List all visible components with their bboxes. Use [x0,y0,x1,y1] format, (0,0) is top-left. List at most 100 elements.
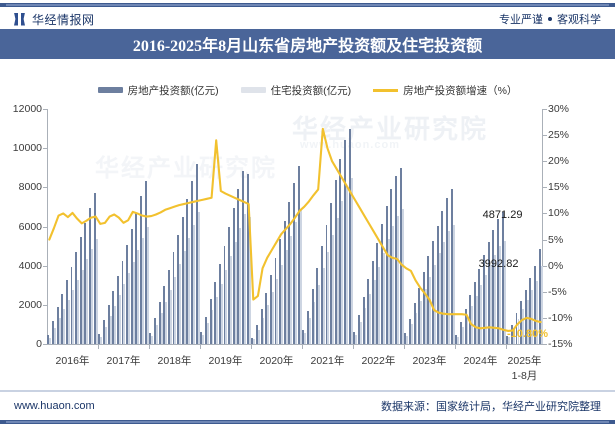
footer-url[interactable]: www.huaon.com [14,400,95,412]
bar-residential[interactable] [276,278,279,344]
bar-residential[interactable] [526,299,529,344]
bar-investment[interactable] [413,303,416,344]
bar-investment[interactable] [408,318,411,344]
bar-investment[interactable] [84,222,87,344]
bar-investment[interactable] [246,174,249,344]
bar-residential[interactable] [91,249,93,344]
bar-residential[interactable] [128,273,131,344]
bar-residential[interactable] [169,289,172,344]
bar-residential[interactable] [424,288,427,344]
bar-investment[interactable] [102,320,105,344]
bar-investment[interactable] [371,260,374,344]
bar-residential[interactable] [58,318,61,344]
bar-residential[interactable] [174,277,177,344]
bar-residential[interactable] [304,333,307,344]
bar-investment[interactable] [320,246,323,344]
bar-investment[interactable] [464,308,467,344]
bar-investment[interactable] [112,291,115,344]
bar-residential[interactable] [299,208,302,344]
bar-investment[interactable] [432,240,435,344]
bar-investment[interactable] [260,309,263,344]
bar-investment[interactable] [524,289,527,344]
bar-residential[interactable] [369,294,372,344]
bar-residential[interactable] [146,227,149,344]
bar-investment[interactable] [520,301,523,344]
bar-investment[interactable] [126,245,129,344]
bar-investment[interactable] [209,298,212,344]
bar-investment[interactable] [483,255,486,344]
bar-investment[interactable] [418,287,421,344]
bar-residential[interactable] [512,328,515,344]
bar-residential[interactable] [387,238,390,344]
bar-investment[interactable] [348,128,351,344]
bar-investment[interactable] [459,322,462,344]
bar-investment[interactable] [135,212,138,344]
bar-residential[interactable] [457,336,460,344]
bar-investment[interactable] [269,275,272,344]
bar-residential[interactable] [475,295,478,344]
bar-investment[interactable] [218,263,221,344]
bar-residential[interactable] [63,309,66,344]
bar-residential[interactable] [378,266,381,344]
bar-residential[interactable] [406,335,409,344]
bar-investment[interactable] [228,226,231,344]
bar-investment[interactable] [390,189,393,344]
bar-residential[interactable] [503,241,506,344]
bar-investment[interactable] [172,252,175,344]
bar-residential[interactable] [531,290,534,344]
bar-investment[interactable] [149,333,152,344]
bar-investment[interactable] [362,297,365,344]
bar-investment[interactable] [116,275,119,344]
bar-investment[interactable] [167,269,170,344]
bar-investment[interactable] [473,282,476,344]
bar-investment[interactable] [75,252,78,344]
bar-investment[interactable] [395,175,397,344]
bar-investment[interactable] [265,292,268,344]
bar-investment[interactable] [223,245,226,344]
bar-residential[interactable] [211,310,214,344]
bar-investment[interactable] [325,224,328,344]
bar-investment[interactable] [487,242,490,344]
bar-residential[interactable] [522,309,525,344]
bar-residential[interactable] [281,264,284,344]
bar-residential[interactable] [155,325,158,344]
bar-residential[interactable] [355,334,358,344]
bar-residential[interactable] [109,316,112,344]
bar-investment[interactable] [47,334,50,344]
bar-residential[interactable] [81,269,84,344]
bar-investment[interactable] [357,315,360,344]
bar-residential[interactable] [262,317,265,344]
bar-residential[interactable] [216,297,219,344]
bar-residential[interactable] [137,250,140,344]
bar-residential[interactable] [188,238,191,344]
bar-residential[interactable] [341,201,344,344]
legend-item-investment[interactable]: 房地产投资额(亿元) [97,83,219,98]
bar-investment[interactable] [130,228,133,344]
bar-residential[interactable] [420,300,423,344]
bar-investment[interactable] [404,333,407,344]
bar-residential[interactable] [373,280,376,344]
bar-investment[interactable] [195,163,198,344]
bar-residential[interactable] [220,283,223,344]
bar-residential[interactable] [290,236,293,344]
bar-residential[interactable] [230,256,233,344]
bar-residential[interactable] [415,312,418,344]
bar-residential[interactable] [142,238,144,344]
bar-investment[interactable] [506,335,509,344]
bar-residential[interactable] [123,284,126,344]
bar-investment[interactable] [93,193,96,344]
bar-investment[interactable] [529,277,532,344]
bar-residential[interactable] [244,214,246,344]
bar-investment[interactable] [52,320,54,344]
bar-residential[interactable] [466,316,469,344]
bar-residential[interactable] [225,270,228,344]
bar-residential[interactable] [183,251,186,344]
bar-residential[interactable] [100,336,103,344]
bar-investment[interactable] [200,332,203,344]
bar-investment[interactable] [501,211,504,344]
bar-investment[interactable] [107,305,110,344]
bar-residential[interactable] [118,295,121,344]
bar-investment[interactable] [353,331,356,344]
bar-residential[interactable] [359,321,362,344]
bar-investment[interactable] [478,268,481,344]
